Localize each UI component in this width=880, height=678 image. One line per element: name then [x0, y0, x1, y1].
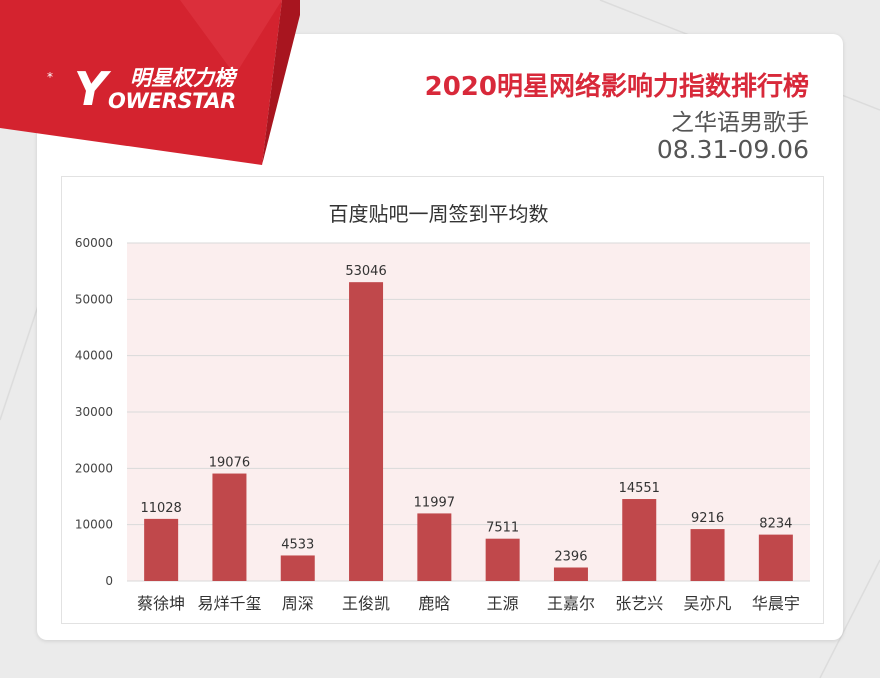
data-label: 8234 — [759, 517, 792, 532]
data-label: 19076 — [209, 456, 250, 471]
bar — [417, 513, 452, 581]
data-label: 9216 — [691, 511, 724, 526]
y-tick-label: 40000 — [75, 349, 113, 363]
chart-container: 百度贴吧一周签到平均数 0 10000 20000 30000 40000 50000 600… — [61, 176, 824, 624]
bar — [758, 534, 793, 581]
bar-chart: 百度贴吧一周签到平均数 0 10000 20000 30000 40000 50000 600… — [75, 202, 810, 613]
logo-english: OWERSTAR — [108, 89, 236, 113]
bar — [349, 282, 384, 581]
data-label: 2396 — [554, 550, 587, 565]
x-tick-label: 易烊千玺 — [197, 594, 261, 613]
x-tick-label: 王嘉尔 — [547, 594, 595, 613]
data-label: 11997 — [414, 495, 455, 510]
data-label: 7511 — [486, 521, 519, 536]
y-tick-label: 50000 — [75, 292, 113, 306]
x-tick-label: 吴亦凡 — [684, 594, 732, 613]
x-tick-label: 鹿晗 — [418, 594, 450, 613]
bar — [553, 567, 588, 581]
y-tick-label: 30000 — [75, 405, 113, 419]
x-tick-label: 蔡徐坤 — [137, 594, 185, 613]
bar — [690, 529, 725, 581]
x-tick-label: 华晨宇 — [752, 594, 800, 613]
y-tick-label: 20000 — [75, 461, 113, 475]
data-label: 14551 — [619, 481, 660, 496]
page-title: 2020明星网络影响力指数排行榜 — [424, 72, 809, 102]
y-tick-label: 0 — [105, 574, 113, 588]
data-label: 11028 — [140, 501, 181, 516]
logo-chinese: 明星权力榜 — [130, 66, 235, 90]
bar — [485, 538, 520, 581]
bar — [622, 499, 657, 581]
star-icon: * — [47, 70, 53, 84]
chart-title: 百度贴吧一周签到平均数 — [329, 202, 549, 226]
data-label: 4533 — [281, 537, 314, 552]
bar — [280, 555, 315, 581]
y-tick-label: 10000 — [75, 518, 113, 532]
x-tick-label: 周深 — [282, 594, 314, 613]
x-tick-label: 王源 — [487, 594, 519, 613]
page-subtitle: 之华语男歌手 — [671, 110, 809, 136]
y-tick-label: 60000 — [75, 236, 113, 250]
data-label: 53046 — [345, 264, 386, 279]
bar — [212, 473, 247, 581]
red-banner — [0, 0, 300, 165]
date-range: 08.31-09.06 — [656, 135, 809, 164]
bar — [144, 518, 179, 581]
x-tick-label: 张艺兴 — [615, 594, 663, 613]
logo-letter: Y — [74, 62, 108, 116]
x-tick-label: 王俊凯 — [342, 594, 390, 613]
